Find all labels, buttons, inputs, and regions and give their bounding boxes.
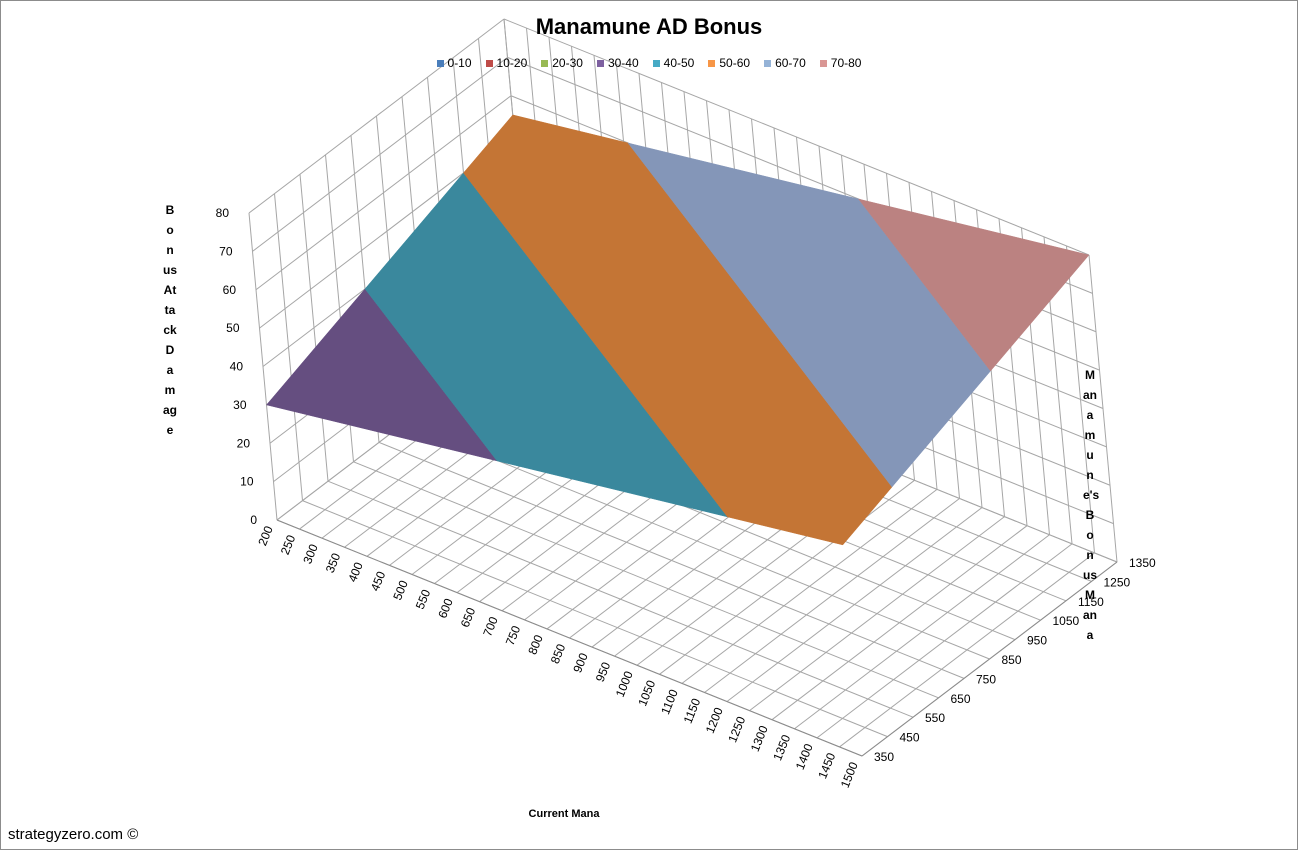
legend-label: 60-70 [775, 56, 806, 70]
y-tick-label: 1150 [1078, 595, 1104, 609]
watermark: strategyzero.com © [8, 826, 139, 843]
z-axis-label: Bonus Attack Damage [163, 203, 178, 437]
y-tick-label: 1350 [1129, 556, 1156, 570]
x-tick-label: 200 [255, 524, 276, 548]
legend-swatch [596, 59, 604, 67]
y-tick-label: 1250 [1104, 575, 1131, 589]
x-tick-label: 1300 [748, 723, 771, 753]
chart-title: Manamune AD Bonus [535, 14, 763, 39]
x-tick-label: 950 [593, 660, 614, 684]
y-tick-label: 850 [1002, 653, 1022, 667]
z-tick-label: 0 [250, 513, 257, 527]
x-tick-label: 1350 [770, 732, 793, 762]
y-tick-label: 750 [976, 672, 996, 686]
z-tick-label: 10 [240, 475, 254, 489]
wall-gridline [503, 18, 1090, 256]
x-tick-label: 1400 [793, 741, 816, 771]
legend-label: 40-50 [663, 56, 695, 70]
y-tick-label: 450 [900, 731, 920, 745]
legend-entry: 0-10 [436, 56, 472, 70]
x-tick-label: 800 [525, 633, 546, 657]
legend-entry: 50-60 [708, 56, 750, 70]
x-tick-label: 750 [503, 623, 524, 647]
surface-band-70-80 [857, 198, 1090, 372]
legend-label: 30-40 [607, 56, 639, 70]
floor-gridline [353, 461, 939, 699]
z-tick-label: 50 [226, 321, 240, 335]
floor-gridline [302, 500, 888, 738]
legend-entry: 20-30 [541, 56, 583, 70]
legend-swatch [541, 59, 549, 67]
x-tick-label: 850 [548, 642, 569, 666]
x-tick-label: 250 [278, 533, 299, 557]
x-tick-label: 1150 [681, 696, 704, 725]
x-tick-label: 1500 [838, 760, 861, 790]
legend-swatch [708, 59, 716, 67]
x-tick-label: 350 [323, 551, 344, 575]
legend-entry: 40-50 [652, 56, 695, 70]
wall-gridline [252, 56, 508, 252]
y-tick-label: 550 [925, 711, 945, 725]
y-tick-label: 350 [874, 750, 894, 764]
legend-entry: 10-20 [485, 56, 528, 70]
x-tick-label: 650 [458, 605, 479, 629]
x-tick-label: 300 [300, 542, 321, 566]
legend-swatch [819, 59, 827, 67]
z-tick-label: 40 [230, 360, 244, 374]
floor-gridline [327, 480, 914, 718]
legend-entry: 70-80 [819, 56, 862, 70]
y-tick-label: 950 [1027, 634, 1047, 648]
z-tick-label: 60 [223, 283, 237, 297]
y-tick-label: 650 [951, 692, 971, 706]
wall-gridline [248, 18, 505, 214]
x-tick-label: 700 [480, 614, 501, 638]
x-tick-label: 1000 [613, 669, 636, 699]
floor-gridline [378, 441, 965, 679]
legend-entry: 60-70 [764, 56, 806, 70]
x-tick-label: 400 [345, 560, 366, 584]
z-tick-label: 70 [219, 244, 233, 258]
x-axis-label: Current Mana [528, 808, 600, 820]
z-tick-label: 80 [216, 206, 230, 220]
legend-label: 0-10 [447, 56, 472, 70]
x-tick-label: 1100 [658, 687, 681, 716]
legend-label: 20-30 [552, 56, 583, 70]
legend: 0-10 10-20 20-30 30-40 40-50 50-60 60-70 70-80 [0, 56, 1298, 70]
legend-swatch [485, 59, 493, 67]
y-tick-label: 1050 [1053, 614, 1080, 628]
x-tick-label: 1050 [635, 678, 658, 708]
x-tick-label: 900 [570, 651, 591, 675]
legend-swatch [764, 59, 772, 67]
legend-label: 50-60 [719, 56, 751, 70]
legend-swatch [652, 59, 660, 67]
wall-gridline [255, 95, 512, 291]
x-tick-label: 1450 [815, 751, 838, 781]
x-tick-label: 600 [435, 596, 456, 620]
y-axis-line [861, 561, 1118, 757]
legend-entry: 30-40 [596, 56, 639, 70]
x-axis-line [276, 519, 863, 757]
x-tick-label: 1200 [703, 705, 726, 735]
legend-label: 70-80 [830, 56, 862, 70]
z-tick-label: 30 [233, 398, 247, 412]
x-tick-label: 1250 [725, 714, 748, 744]
x-tick-label: 450 [368, 569, 389, 593]
z-tick-label: 20 [237, 436, 251, 450]
y-axis-label: Manamune's Bonus Mana [1083, 368, 1100, 642]
legend-swatch [436, 59, 444, 67]
x-tick-label: 500 [390, 578, 411, 602]
x-tick-label: 550 [413, 587, 434, 611]
legend-label: 10-20 [496, 56, 528, 70]
